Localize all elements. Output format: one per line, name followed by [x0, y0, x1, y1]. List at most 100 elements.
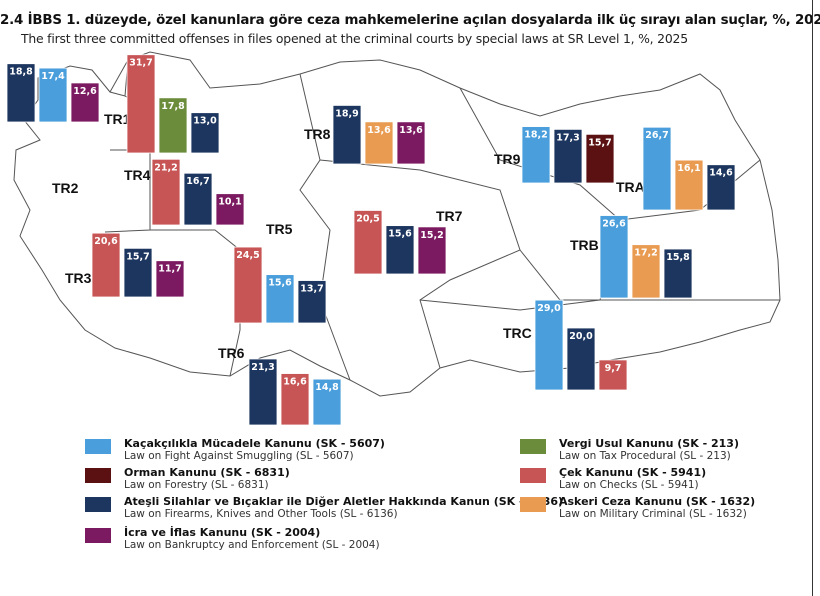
legend-label-en: Law on Bankruptcy and Enforcement (SL - …: [124, 539, 380, 551]
bar-tr3-bankruptcy: [155, 260, 185, 298]
bar-value-label: 15,6: [388, 229, 412, 240]
bar-value-label: 15,7: [126, 251, 149, 262]
bar-value-label: 11,7: [158, 264, 181, 275]
region-group-trc: TRC 29,0 20,0 9,7: [503, 299, 628, 391]
bar-tr6-firearms: [248, 358, 278, 426]
bar-tr4-bankruptcy: [215, 193, 245, 226]
bar-tr9-firearms: [553, 128, 583, 184]
bar-trc-checks: [598, 359, 628, 391]
legend-item-smuggling: Kaçakçılıkla Mücadele Kanunu (SK - 5607)…: [85, 437, 385, 463]
bar-tr5-checks: [233, 246, 263, 324]
chart-title: 2.4 İBBS 1. düzeyde, özel kanunlara göre…: [0, 13, 820, 28]
bar-tr7-checks: [353, 210, 383, 275]
bar-tr6-checks: [280, 373, 310, 426]
bar-value-label: 18,8: [9, 67, 33, 78]
bar-trc-firearms: [566, 327, 596, 391]
bar-value-label: 13,7: [300, 284, 323, 295]
bar-tra-military: [674, 159, 704, 211]
legend-item-tax: Vergi Usul Kanunu (SK - 213) Law on Tax P…: [520, 437, 739, 463]
bar-tr3-checks: [91, 232, 121, 298]
legend-swatch: [520, 439, 546, 454]
bar-tr6-smuggling: [312, 378, 342, 426]
legend-swatch: [520, 497, 546, 512]
bar-tr7-firearms: [385, 225, 415, 275]
legend-item-forestry: Orman Kanunu (SK - 6831) Law on Forestry …: [85, 466, 290, 492]
region-label: TR8: [304, 126, 331, 142]
bar-value-label: 17,4: [41, 71, 65, 82]
region-label: TR7: [436, 208, 463, 224]
bar-tra-smuggling: [642, 126, 672, 211]
bar-value-label: 16,7: [186, 176, 209, 187]
region-group-tr1: TR1 31,7 17,8 13,0: [104, 54, 220, 154]
bar-value-label: 18,2: [524, 130, 547, 141]
bar-value-label: 13,0: [193, 116, 217, 127]
region-group-tr5: TR5 24,5 15,6 13,7: [233, 221, 327, 324]
bar-value-label: 16,6: [283, 377, 307, 388]
legend-swatch: [85, 439, 111, 454]
bar-trc-smuggling: [534, 299, 564, 391]
bar-tr9-smuggling: [521, 126, 551, 184]
legend-label-en: Law on Fight Against Smuggling (SL - 560…: [124, 450, 354, 462]
bar-tr5-smuggling: [265, 274, 295, 324]
bar-tr1-checks: [126, 54, 156, 154]
region-label: TR2: [52, 180, 79, 196]
bar-trb-military: [631, 244, 661, 299]
bar-tr7-bankruptcy: [417, 226, 447, 275]
bar-tr4-firearms: [183, 172, 213, 226]
region-group-tr6: TR6 21,3 16,6 14,8: [218, 345, 342, 426]
legend-label-en: Law on Tax Procedural (SL - 213): [559, 450, 731, 462]
bar-value-label: 15,2: [420, 230, 443, 241]
legend-swatch: [520, 468, 546, 483]
legend-label-tr: Orman Kanunu (SK - 6831): [124, 466, 290, 479]
region-label: TR1: [104, 111, 131, 127]
legend-label-en: Law on Firearms, Knives and Other Tools …: [124, 508, 398, 520]
bar-tr8-military: [364, 121, 394, 165]
bar-tr4-checks: [151, 158, 181, 226]
bar-value-label: 14,8: [315, 382, 339, 393]
legend-label-en: Law on Military Criminal (SL - 1632): [559, 508, 747, 520]
bar-value-label: 13,6: [367, 125, 391, 136]
bar-value-label: 29,0: [537, 303, 561, 314]
bar-tr2-firearms: [6, 63, 36, 123]
bar-value-label: 20,0: [569, 331, 593, 342]
region-label: TRA: [616, 179, 645, 195]
region-group-tr4: TR4 21,2 16,7 10,1: [124, 158, 245, 226]
legend-item-bankruptcy: İcra ve İflas Kanunu (SK - 2004) Law on B…: [85, 526, 380, 552]
region-label: TR4: [124, 167, 151, 183]
bar-value-label: 26,6: [602, 219, 626, 230]
bar-value-label: 16,1: [677, 163, 700, 174]
bar-value-label: 31,7: [129, 58, 152, 69]
region-group-tr8: TR8 18,9 13,6 13,6: [304, 105, 426, 165]
bar-trb-smuggling: [599, 215, 629, 299]
bar-value-label: 26,7: [645, 130, 668, 141]
bar-value-label: 17,2: [634, 248, 657, 259]
legend-item-military: Askeri Ceza Kanunu (SK - 1632) Law on Mil…: [520, 495, 755, 521]
bar-value-label: 9,7: [605, 363, 622, 374]
bar-value-label: 15,7: [588, 137, 611, 148]
chart-subtitle: The first three committed offenses in fi…: [21, 31, 688, 46]
bar-value-label: 21,2: [154, 162, 177, 173]
bar-value-label: 18,9: [335, 108, 358, 119]
region-group-tr3: TR3 20,6 15,7 11,7: [65, 232, 185, 298]
legend-label-tr: Çek Kanunu (SK - 5941): [559, 466, 707, 479]
bar-tr2-smuggling: [38, 67, 68, 123]
legend-label-tr: Ateşli Silahlar ve Bıçaklar ile Diğer Al…: [124, 495, 564, 508]
legend-label-tr: Askeri Ceza Kanunu (SK - 1632): [559, 495, 756, 508]
legend-swatch: [85, 497, 111, 512]
legend-label-tr: İcra ve İflas Kanunu (SK - 2004): [124, 526, 321, 539]
bar-tr3-firearms: [123, 247, 153, 298]
legend-item-checks: Çek Kanunu (SK - 5941) Law on Checks (SL …: [520, 466, 706, 492]
bar-tr1-tax: [158, 97, 188, 154]
region-group-tra: TRA 26,7 16,1 14,6: [616, 126, 736, 211]
region-label: TR6: [218, 345, 245, 361]
bar-value-label: 20,5: [356, 213, 379, 224]
region-label: TRB: [570, 237, 599, 253]
bar-tra-firearms: [706, 164, 736, 211]
legend-swatch: [85, 468, 111, 483]
bar-value-label: 17,3: [556, 132, 579, 143]
bar-trb-firearms: [663, 248, 693, 299]
region-group-tr2: TR2 18,8 17,4 12,6: [6, 63, 100, 196]
region-label: TR9: [494, 151, 521, 167]
